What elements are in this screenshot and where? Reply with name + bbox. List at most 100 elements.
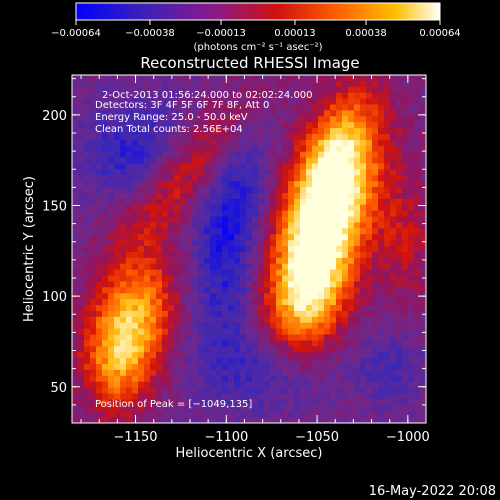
- heatmap-cell: [114, 287, 121, 294]
- heatmap-cell: [366, 246, 373, 253]
- heatmap-cell: [204, 287, 211, 294]
- heatmap-cell: [372, 251, 379, 259]
- heatmap-cell: [144, 322, 151, 330]
- heatmap-cell: [216, 405, 223, 412]
- heatmap-cell: [396, 405, 403, 412]
- heatmap-cell: [270, 75, 277, 82]
- heatmap-cell: [210, 198, 217, 206]
- heatmap-cell: [390, 175, 397, 182]
- heatmap-cell: [348, 86, 355, 94]
- heatmap-cell: [96, 181, 103, 188]
- heatmap-cell: [276, 210, 283, 217]
- heatmap-cell: [222, 187, 229, 194]
- heatmap-cell: [108, 322, 115, 330]
- heatmap-cell: [156, 257, 163, 265]
- heatmap-cell: [264, 328, 271, 335]
- heatmap-cell: [378, 305, 385, 312]
- heatmap-cell: [408, 263, 415, 271]
- heatmap-cell: [264, 187, 271, 194]
- heatmap-cell: [120, 269, 127, 276]
- heatmap-cell: [264, 222, 271, 229]
- heatmap-cell: [168, 163, 175, 170]
- heatmap-cell: [306, 310, 313, 318]
- heatmap-cell: [300, 275, 307, 282]
- heatmap-cell: [372, 411, 379, 418]
- heatmap-cell: [348, 364, 355, 371]
- heatmap-cell: [306, 240, 313, 247]
- heatmap-cell: [192, 340, 199, 347]
- heatmap-cell: [138, 80, 145, 88]
- heatmap-cell: [402, 234, 409, 241]
- heatmap-cell: [192, 299, 199, 306]
- heatmap-cell: [348, 198, 355, 206]
- heatmap-cell: [150, 310, 157, 318]
- heatmap-cell: [414, 411, 421, 418]
- heatmap-cell: [300, 310, 307, 318]
- heatmap-cell: [120, 98, 127, 105]
- heatmap-cell: [102, 145, 109, 153]
- heatmap-cell: [90, 98, 97, 105]
- heatmap-cell: [204, 92, 211, 99]
- heatmap-cell: [186, 145, 193, 153]
- heatmap-cell: [270, 163, 277, 170]
- heatmap-cell: [348, 269, 355, 276]
- heatmap-cell: [114, 192, 121, 200]
- heatmap-cell: [276, 346, 283, 353]
- heatmap-cell: [300, 346, 307, 353]
- heatmap-cell: [198, 287, 205, 294]
- heatmap-cell: [336, 139, 343, 147]
- heatmap-cell: [258, 246, 265, 253]
- heatmap-cell: [276, 157, 283, 164]
- heatmap-cell: [150, 251, 157, 259]
- heatmap-cell: [276, 80, 283, 88]
- heatmap-cell: [276, 399, 283, 406]
- heatmap-cell: [198, 369, 205, 377]
- heatmap-cell: [384, 352, 391, 359]
- heatmap-cell: [336, 381, 343, 389]
- heatmap-cell: [246, 122, 253, 129]
- heatmap-cell: [234, 305, 241, 312]
- heatmap-cell: [228, 204, 235, 212]
- heatmap-cell: [264, 228, 271, 235]
- heatmap-cell: [252, 275, 259, 282]
- heatmap-cell: [354, 80, 361, 88]
- heatmap-cell: [330, 116, 337, 123]
- heatmap-cell: [408, 75, 415, 82]
- heatmap-cell: [294, 104, 301, 111]
- heatmap-cell: [126, 75, 133, 82]
- heatmap-cell: [228, 175, 235, 182]
- heatmap-cell: [174, 151, 181, 158]
- heatmap-cell: [96, 187, 103, 194]
- heatmap-cell: [396, 86, 403, 94]
- heatmap-cell: [390, 234, 397, 241]
- heatmap-cell: [300, 234, 307, 241]
- heatmap-cell: [222, 222, 229, 229]
- heatmap-cell: [312, 346, 319, 353]
- heatmap-cell: [330, 198, 337, 206]
- heatmap-cell: [312, 316, 319, 324]
- heatmap-cell: [120, 387, 127, 394]
- heatmap-cell: [150, 246, 157, 253]
- heatmap-cell: [396, 251, 403, 259]
- heatmap-cell: [156, 175, 163, 182]
- heatmap-cell: [132, 228, 139, 235]
- heatmap-cell: [324, 399, 331, 406]
- heatmap-cell: [348, 305, 355, 312]
- heatmap-cell: [138, 305, 145, 312]
- heatmap-cell: [240, 216, 247, 223]
- heatmap-cell: [300, 340, 307, 347]
- heatmap-cell: [96, 234, 103, 241]
- heatmap-cell: [210, 163, 217, 170]
- heatmap-cell: [138, 369, 145, 377]
- heatmap-cell: [222, 405, 229, 412]
- heatmap-cell: [120, 139, 127, 147]
- heatmap-cell: [186, 151, 193, 158]
- heatmap-cell: [216, 281, 223, 288]
- heatmap-cell: [414, 328, 421, 335]
- heatmap-cell: [306, 417, 313, 424]
- heatmap-cell: [168, 92, 175, 99]
- heatmap-cell: [78, 251, 85, 259]
- heatmap-cell: [408, 216, 415, 223]
- heatmap-cell: [252, 293, 259, 300]
- heatmap-cell: [78, 293, 85, 300]
